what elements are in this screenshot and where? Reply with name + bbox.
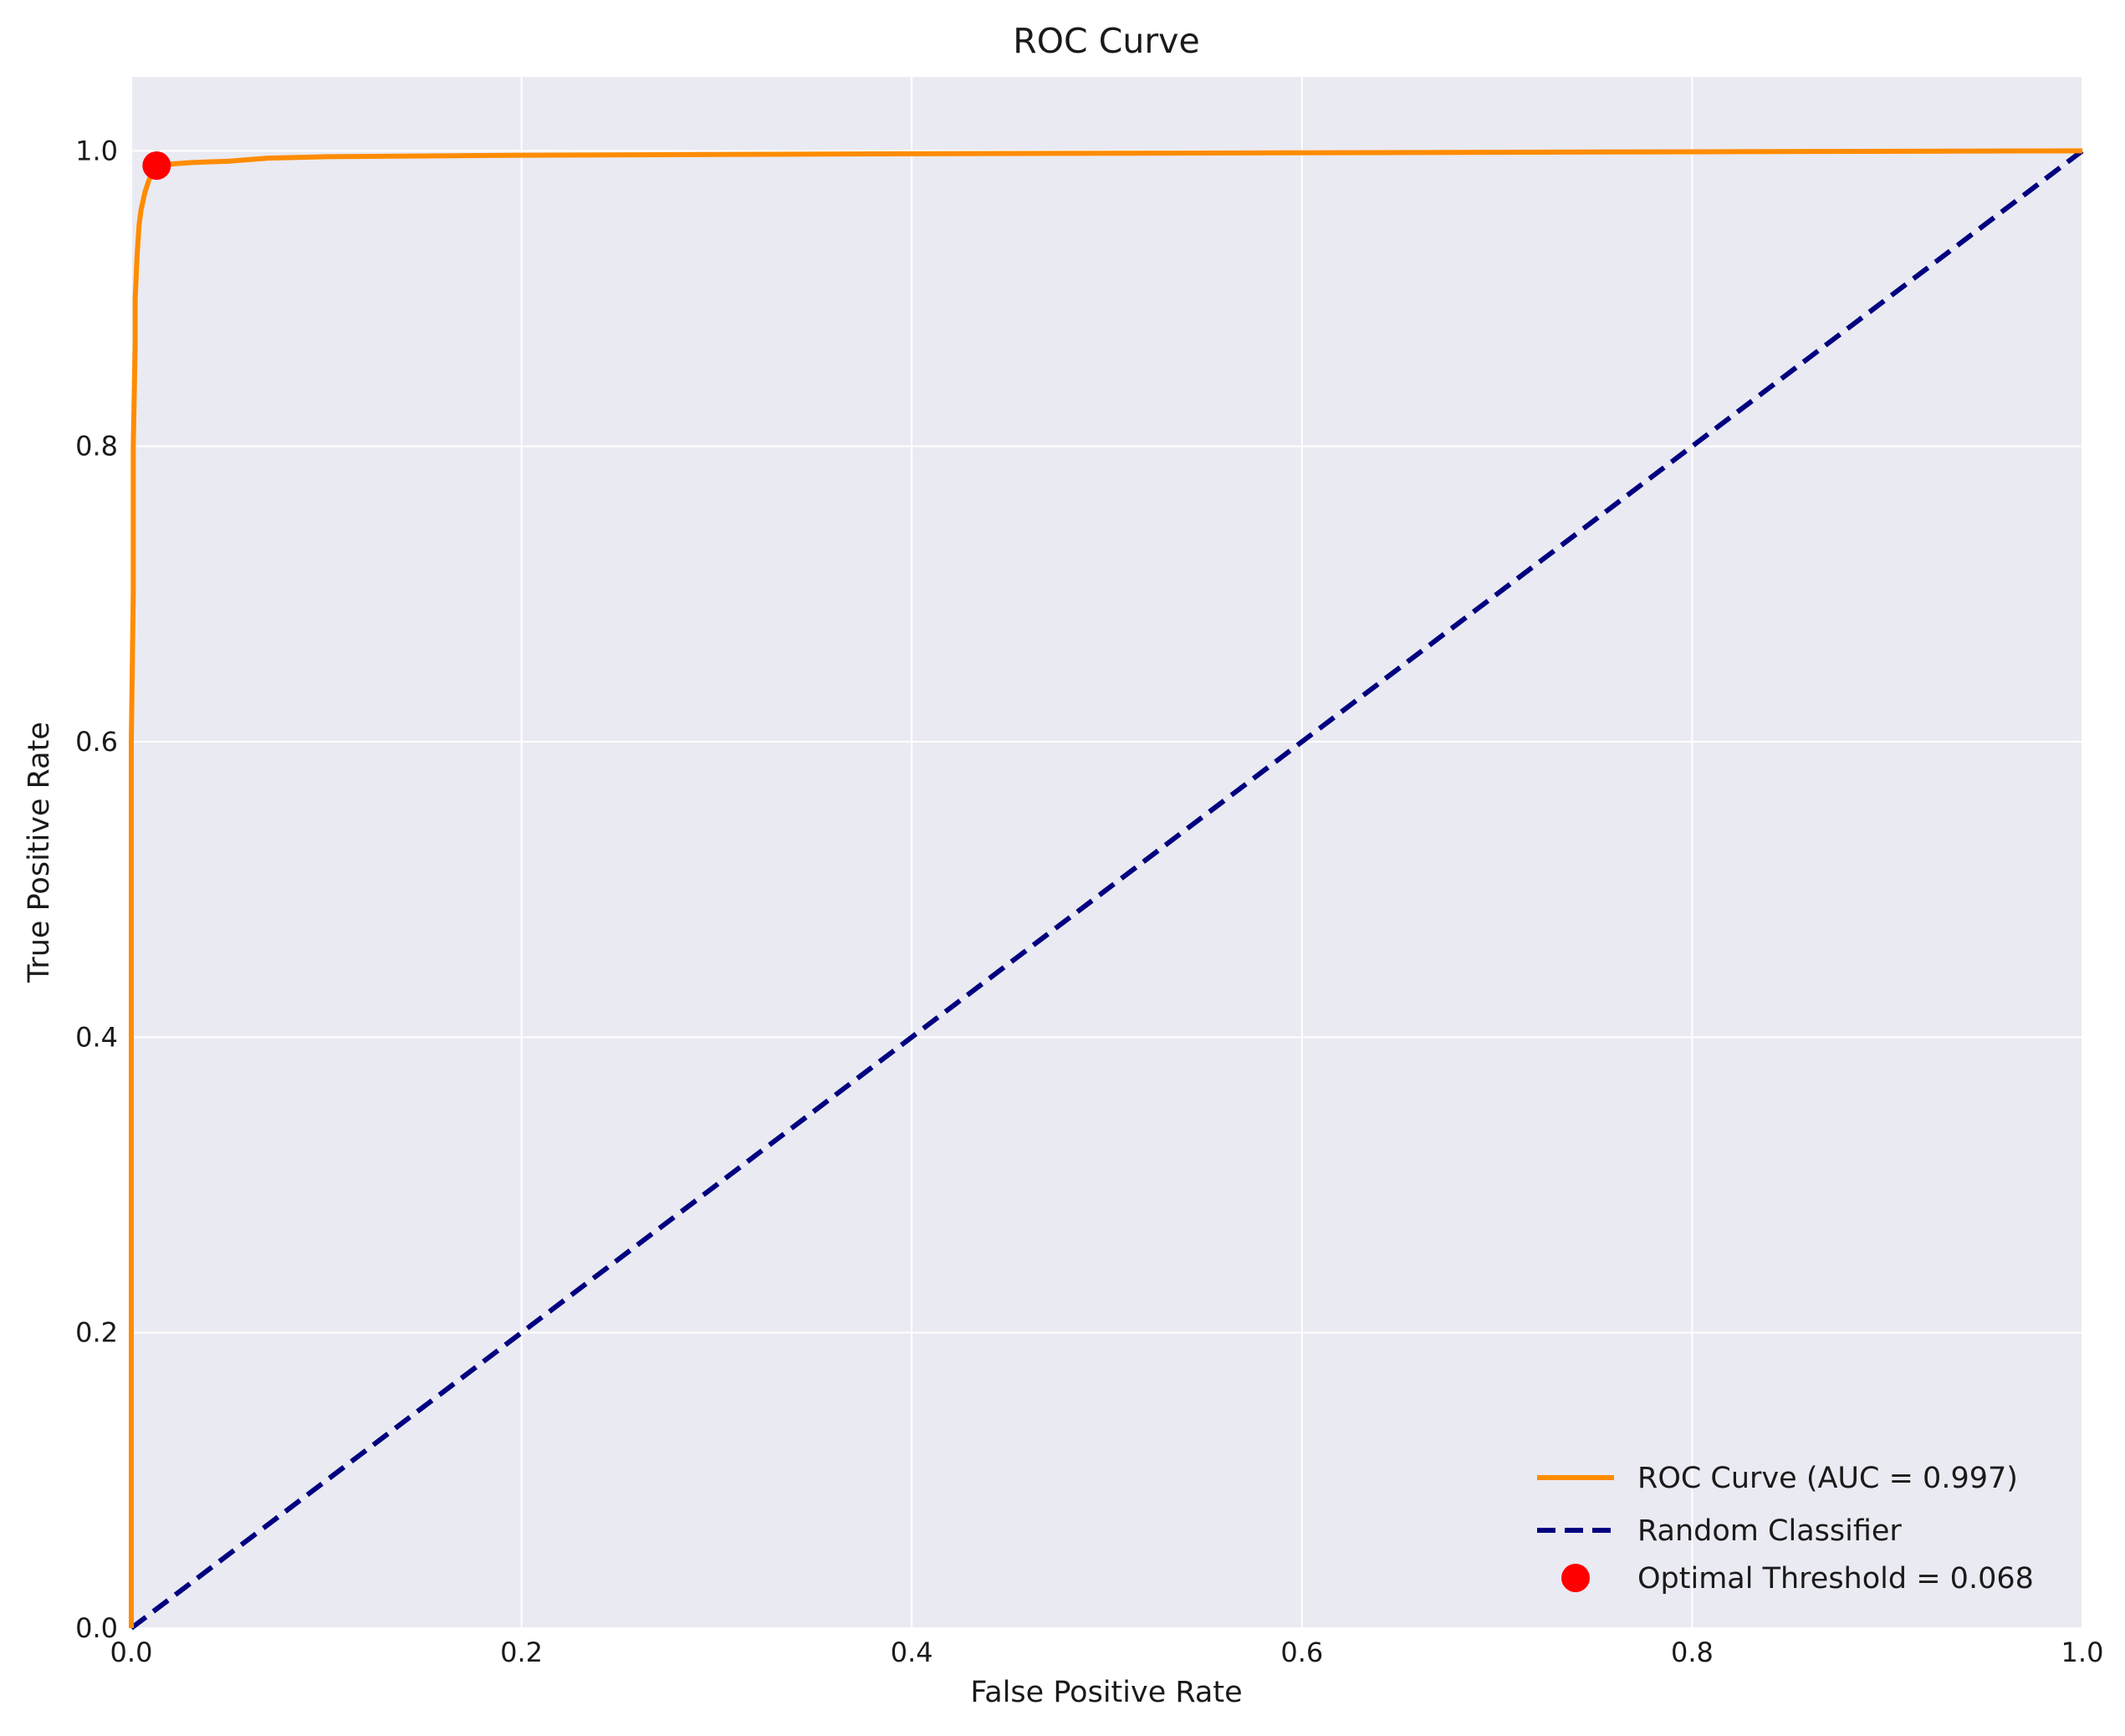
legend-optimal-swatch [1561,1564,1590,1592]
chart-title: ROC Curve [1013,21,1199,61]
y-tick-label: 0.6 [75,726,118,758]
plot-area [131,77,2082,1628]
legend-roc-label: ROC Curve (AUC = 0.997) [1637,1462,2018,1495]
random-classifier-line [130,148,2084,1631]
x-tick-label: 0.4 [891,1636,933,1668]
x-tick-label: 0.8 [1671,1636,1714,1668]
legend-optimal-label: Optimal Threshold = 0.068 [1637,1562,2034,1596]
tick-labels: 0.0 0.2 0.4 0.6 0.8 1.0 0.0 0.2 0.4 0.6 0.8 1.0 [75,135,2103,1668]
legend-random-label: Random Classifier [1637,1514,1902,1548]
series-layer [129,148,2084,1631]
y-tick-label: 0.8 [75,431,118,462]
y-tick-label: 0.0 [75,1612,118,1644]
x-tick-label: 0.0 [110,1636,153,1668]
y-tick-label: 0.4 [75,1021,118,1053]
optimal-threshold-point [142,151,171,180]
x-tick-label: 0.2 [500,1636,543,1668]
grid [130,77,2083,1629]
y-tick-label: 0.2 [75,1317,118,1349]
x-tick-label: 1.0 [2061,1636,2104,1668]
x-tick-label: 0.6 [1280,1636,1323,1668]
y-axis-title: True Positive Rate [23,722,56,983]
legend: ROC Curve (AUC = 0.997) Random Classifie… [1537,1462,2034,1596]
x-axis-title: False Positive Rate [970,1676,1242,1709]
y-tick-label: 1.0 [75,135,118,166]
